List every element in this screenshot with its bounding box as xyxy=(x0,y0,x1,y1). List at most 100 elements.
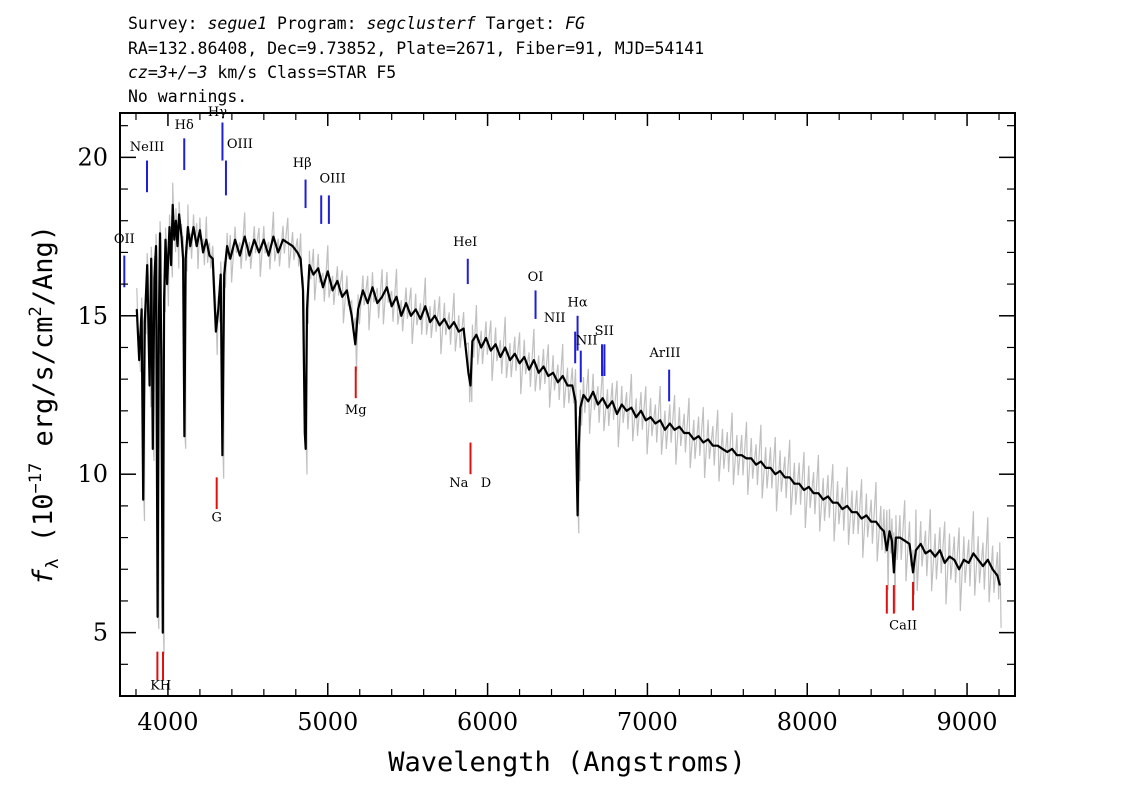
spectrum-point xyxy=(856,511,858,513)
spectrum-point xyxy=(880,527,882,529)
spectrum-point xyxy=(217,308,219,310)
spectrum-point xyxy=(650,416,652,418)
spectrum-point xyxy=(693,438,695,440)
spectrum-point xyxy=(458,331,460,333)
spectrum-point xyxy=(371,286,374,288)
header-line-3: cz=3+/−3 km/s Class=STAR F5 xyxy=(128,63,396,82)
spectrum-point xyxy=(817,492,820,494)
spectrum-point xyxy=(587,400,589,402)
spectrum-point xyxy=(793,483,796,485)
spectrum-point xyxy=(779,470,781,472)
absorption-line-label: CaII xyxy=(889,618,917,633)
emission-line-label: NII xyxy=(544,311,566,326)
y-axis-suffix: /Ang) xyxy=(28,225,59,306)
spectrum-point xyxy=(602,397,604,399)
header-line-1: Survey: segue1 Program: segclusterf Targ… xyxy=(128,14,585,33)
spectrum-point xyxy=(865,514,868,517)
spectrum-point xyxy=(798,483,800,485)
spectrum-point xyxy=(467,372,469,374)
spectrum-point xyxy=(784,476,786,478)
spectrum-point xyxy=(538,372,540,374)
y-axis-title: fλ (10−17 erg/s/cm2/Ang) xyxy=(26,225,63,585)
spectrum-point xyxy=(173,239,175,241)
spectrum-point xyxy=(351,315,353,317)
absorption-line-label: K xyxy=(150,679,160,694)
spectrum-point xyxy=(611,400,613,402)
spectrum-point xyxy=(268,255,270,257)
spectrum-point xyxy=(654,422,657,425)
spectrum-point xyxy=(234,239,236,241)
spectrum-point xyxy=(519,362,521,364)
redshift-value: cz=3+/−3 xyxy=(128,63,207,82)
absorption-line-label: Mg xyxy=(345,403,367,418)
absorption-line-label: G xyxy=(211,511,221,526)
spectrum-point xyxy=(443,318,445,320)
spectrum-point xyxy=(707,438,709,440)
spectrum-point xyxy=(205,239,207,241)
spectrum-point xyxy=(322,286,324,288)
spectrum-point xyxy=(861,518,863,520)
spectrum-point xyxy=(296,251,298,253)
spectrum-point xyxy=(386,286,388,288)
spectrum-point xyxy=(158,331,160,333)
spectrum-point xyxy=(702,441,704,444)
spectrum-point xyxy=(306,308,308,310)
y-axis-f: f xyxy=(28,568,59,585)
spectrum-point xyxy=(192,226,195,228)
spectrum-point xyxy=(172,204,174,206)
spectrum-point xyxy=(160,346,162,349)
spectrum-point xyxy=(304,432,306,434)
spectrum-point xyxy=(562,375,564,377)
spectrum-point xyxy=(886,549,888,551)
spectrum-point xyxy=(841,508,844,510)
spectrum-point xyxy=(789,476,791,478)
spectrum-point xyxy=(832,502,834,504)
emission-line-label: HeI xyxy=(453,235,477,250)
spectrum-point xyxy=(155,245,157,247)
spectrum-point xyxy=(168,226,171,228)
spectrum-point xyxy=(182,258,184,260)
x-tick-label: 9000 xyxy=(937,708,998,736)
x-tick-label: 4000 xyxy=(137,708,198,736)
spectrum-point xyxy=(760,460,762,463)
spectrum-point xyxy=(346,289,348,291)
spectrum-point xyxy=(837,502,839,504)
spectrum-point xyxy=(769,467,772,469)
spectrum-point xyxy=(439,324,441,326)
spectrum-point xyxy=(893,571,895,574)
spectrum-point xyxy=(958,568,960,570)
spectrum-point xyxy=(977,559,979,561)
spectrum-point xyxy=(152,448,154,450)
spectrum-point xyxy=(471,340,473,342)
spectrum-point xyxy=(698,435,700,437)
spectrum-point xyxy=(547,375,549,377)
spectrum-point xyxy=(996,575,999,577)
target-label: Target: xyxy=(476,14,565,33)
spectrum-point xyxy=(495,343,497,345)
spectrum-point xyxy=(175,220,177,222)
spectrum-point xyxy=(141,308,143,310)
spectrum-point xyxy=(453,321,455,323)
spectrum-point xyxy=(875,521,877,523)
spectrum-point xyxy=(750,457,752,459)
spectrum-point xyxy=(669,422,671,425)
spectrum-point xyxy=(166,283,168,285)
emission-line-label: OIII xyxy=(320,172,346,187)
survey-label: Survey: xyxy=(128,14,207,33)
spectrum-point xyxy=(153,277,155,279)
flux-error-band xyxy=(136,182,1002,655)
spectrum-point xyxy=(645,419,647,421)
spectrum-point xyxy=(578,448,580,450)
plot-frame xyxy=(119,112,1016,697)
spectrum-point xyxy=(142,499,144,501)
spectrum-point xyxy=(138,359,140,361)
spectrum-point xyxy=(282,239,284,241)
program-value: segclusterf xyxy=(366,14,476,33)
emission-line-label: ArIII xyxy=(648,346,680,361)
header: Survey: segue1 Program: segclusterf Targ… xyxy=(128,14,704,106)
spectrum-point xyxy=(258,251,260,253)
spectrum-point xyxy=(149,384,151,387)
spectrum-point xyxy=(963,559,965,561)
spectrum-point xyxy=(157,616,159,618)
